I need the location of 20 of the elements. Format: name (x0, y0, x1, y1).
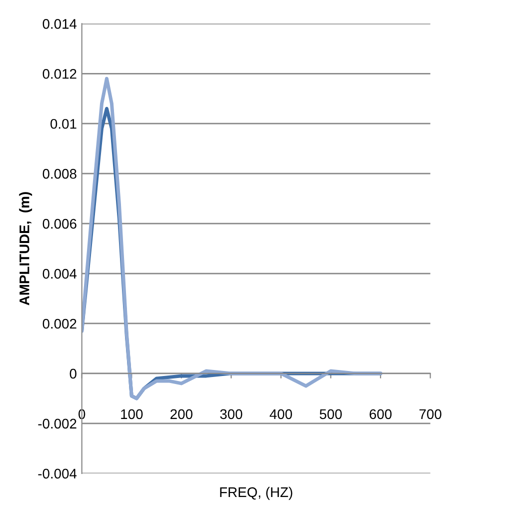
x-tick-label: 100 (121, 409, 143, 420)
y-tick-label: -0.004 (38, 468, 77, 479)
x-tick-label: 200 (170, 409, 192, 420)
y-tick-label: 0.008 (42, 168, 76, 179)
x-tick-label: 600 (370, 409, 392, 420)
x-tick-label: 500 (320, 409, 342, 420)
y-tick-label: 0 (70, 368, 76, 379)
x-tick-label: 400 (270, 409, 292, 420)
x-tick-label: 700 (419, 409, 442, 420)
y-tick-label: 0.014 (42, 19, 77, 29)
y-tick-label: 0.002 (42, 318, 76, 329)
y-tick-label: 0.004 (42, 268, 77, 279)
y-tick-label: 0.006 (42, 218, 76, 229)
x-tick-label: 300 (220, 409, 242, 420)
y-tick-label: 0.01 (50, 118, 76, 129)
x-tick-label: 0 (78, 409, 86, 420)
x-axis-title: FREQ, (HZ) (220, 486, 292, 500)
y-axis-title: AMPLITUDE, (m) (19, 192, 32, 306)
y-tick-label: -0.002 (38, 418, 76, 429)
y-tick-label: 0.012 (42, 68, 76, 79)
